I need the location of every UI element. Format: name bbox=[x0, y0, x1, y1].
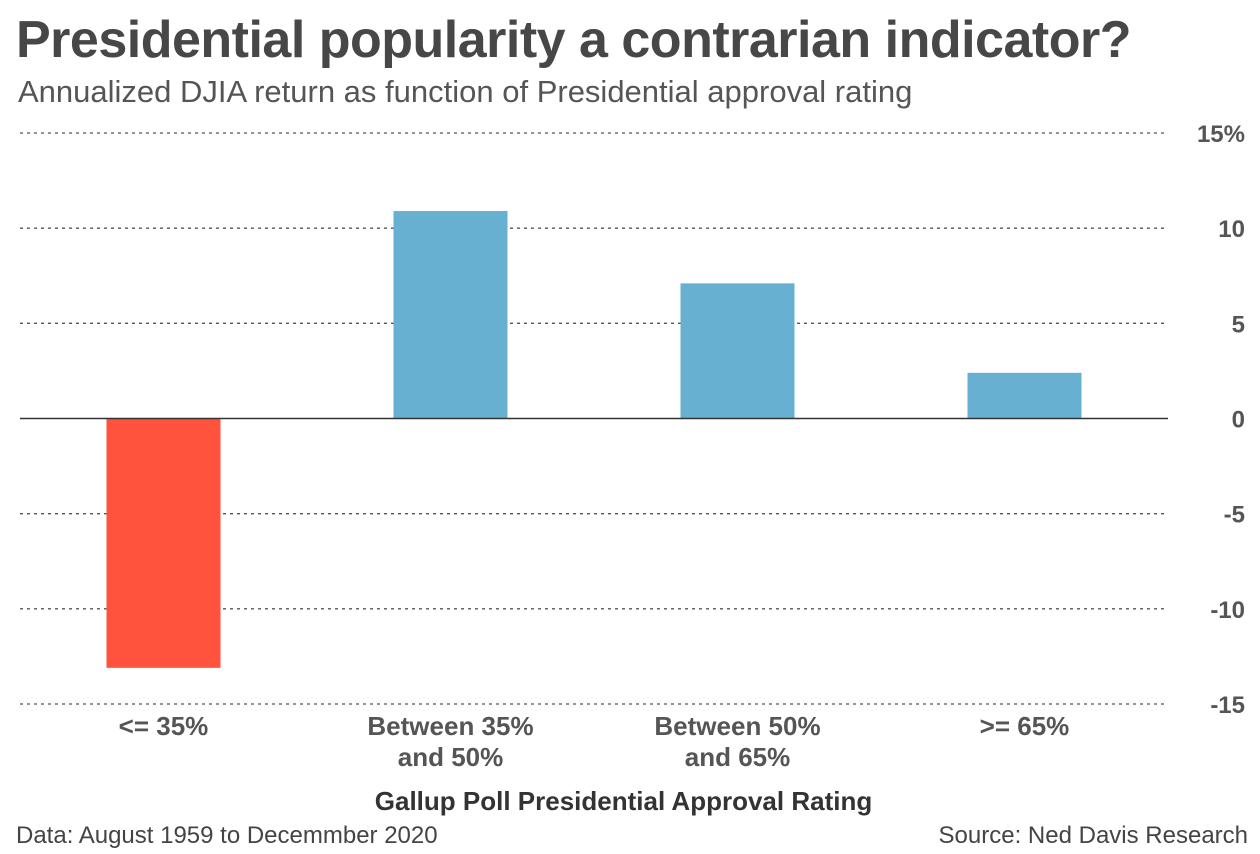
x-axis-label: Gallup Poll Presidential Approval Rating bbox=[374, 786, 873, 816]
y-tick-label: 10 bbox=[1218, 216, 1245, 243]
data-note: Data: August 1959 to Decemmber 2020 bbox=[16, 822, 438, 849]
x-axis-tick-labels: <= 35% Between 35% and 50% Between 50% and 6… bbox=[119, 711, 1070, 772]
y-axis-tick-labels: 15% 10 5 0 -5 -10 -15 bbox=[1197, 121, 1245, 719]
x-tick-label: >= 65% bbox=[980, 711, 1070, 741]
y-tick-label: 15% bbox=[1197, 121, 1245, 148]
y-tick-label: 5 bbox=[1232, 311, 1245, 338]
chart-subtitle: Annualized DJIA return as function of Pr… bbox=[18, 74, 913, 109]
x-tick-label: Between 50% and 65% bbox=[654, 711, 820, 772]
y-tick-label: -5 bbox=[1224, 502, 1245, 529]
y-tick-label: 0 bbox=[1232, 407, 1245, 434]
y-tick-label: -10 bbox=[1210, 597, 1245, 624]
bars bbox=[106, 211, 1082, 668]
bar bbox=[680, 283, 795, 419]
bar bbox=[967, 372, 1082, 419]
bar bbox=[393, 211, 508, 419]
bar bbox=[106, 418, 221, 668]
source-note: Source: Ned Davis Research bbox=[938, 822, 1248, 849]
x-tick-label: <= 35% bbox=[119, 711, 209, 741]
chart-title: Presidential popularity a contrarian ind… bbox=[16, 11, 1131, 69]
x-tick-label: Between 35% and 50% bbox=[367, 711, 533, 772]
y-tick-label: -15 bbox=[1210, 692, 1245, 719]
